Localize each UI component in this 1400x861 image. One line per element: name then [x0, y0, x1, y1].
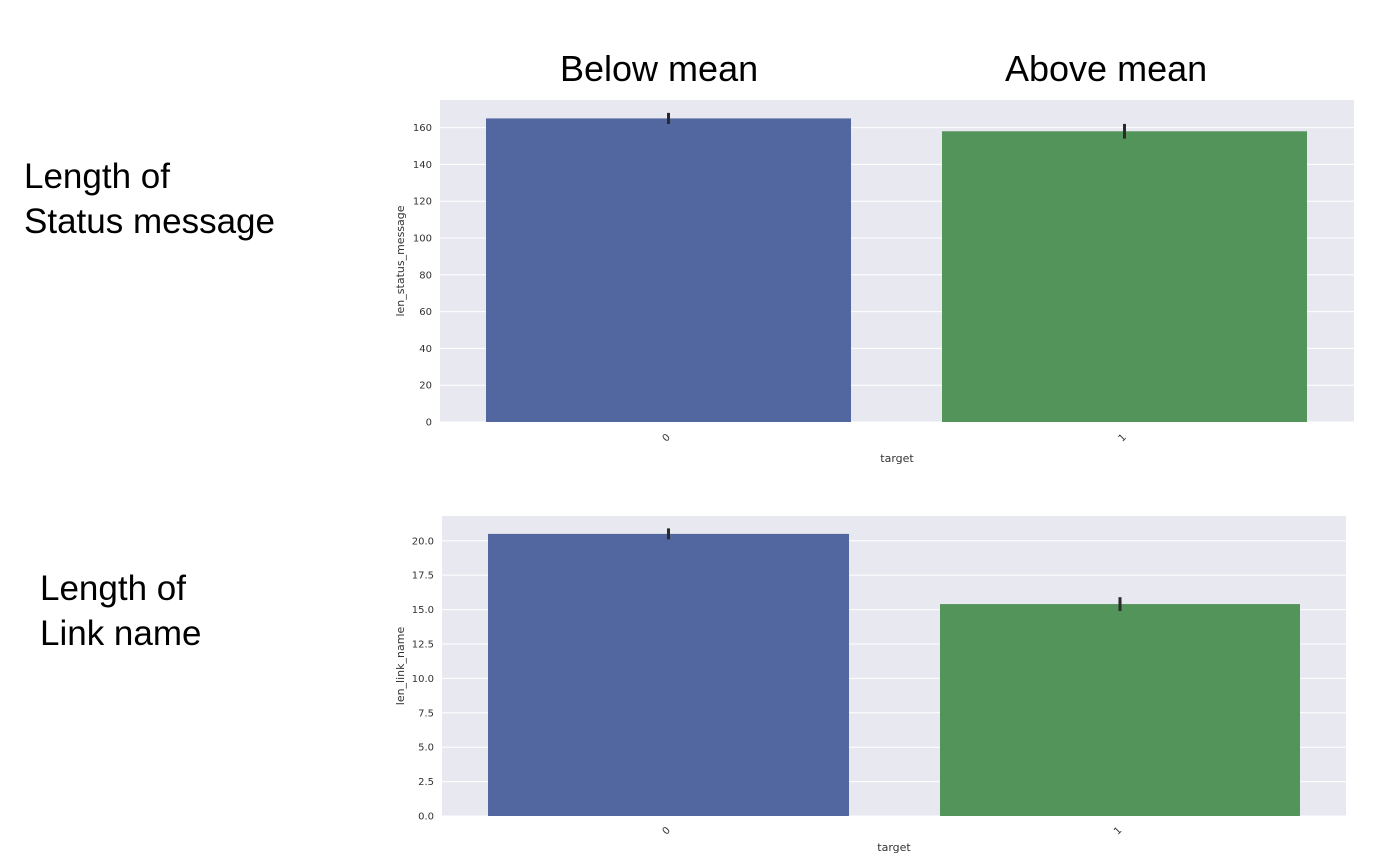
y-tick-label: 20 [419, 381, 432, 392]
x-tick-label: 0 [661, 432, 673, 444]
row-label-line: Length of [40, 569, 186, 608]
row-label-line: Length of [24, 157, 170, 196]
row-label-line: Status message [24, 202, 275, 241]
y-tick-label: 80 [419, 270, 432, 281]
row-label-link-name: Length of Link name [40, 566, 201, 656]
y-tick-label: 40 [419, 344, 432, 355]
bar [486, 118, 851, 423]
x-tick-label: 1 [1117, 432, 1129, 444]
x-axis-label: target [880, 452, 914, 465]
y-tick-label: 0 [426, 418, 432, 429]
y-tick-label: 160 [413, 123, 432, 134]
y-tick-label: 140 [413, 160, 432, 171]
row-label-status-message: Length of Status message [24, 154, 275, 244]
y-tick-label: 120 [413, 197, 432, 208]
column-header-below-mean: Below mean [560, 48, 759, 89]
y-tick-label: 100 [413, 234, 432, 245]
column-header-above-mean: Above mean [1005, 48, 1208, 89]
bar [942, 131, 1307, 422]
y-tick-label: 60 [419, 307, 432, 318]
row-label-line: Link name [40, 614, 202, 653]
y-axis-label: len_status_message [394, 205, 407, 316]
